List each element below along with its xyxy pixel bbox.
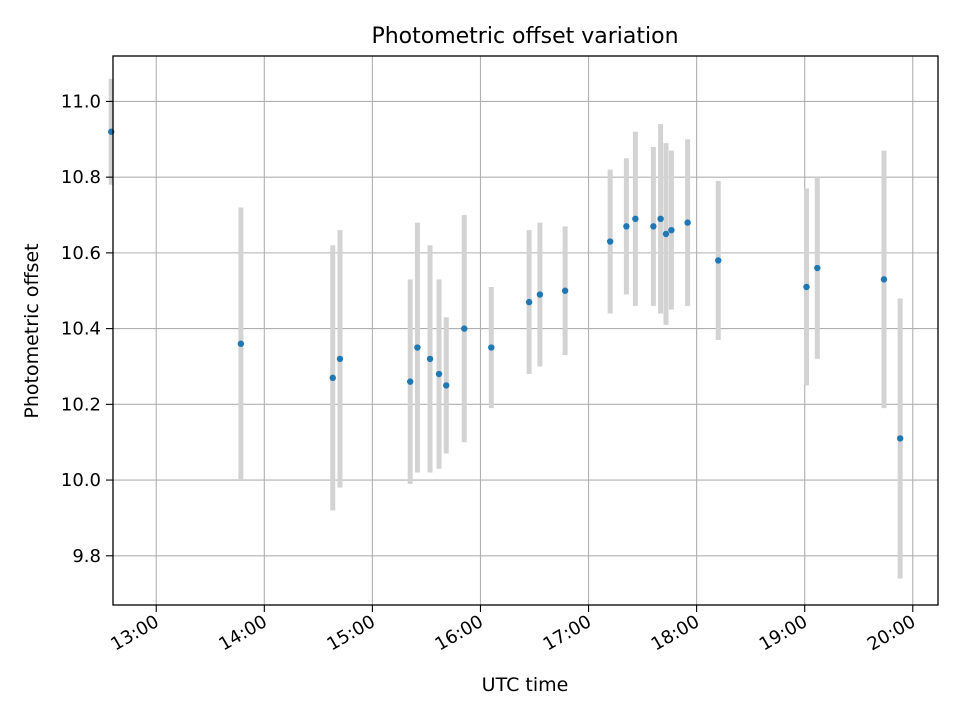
data-point bbox=[426, 355, 434, 363]
data-point bbox=[880, 276, 888, 283]
x-tick-label: 13:00 bbox=[107, 611, 162, 655]
data-point bbox=[329, 374, 336, 382]
x-tick-label: 18:00 bbox=[648, 611, 703, 655]
y-axis-label: Photometric offset bbox=[21, 243, 43, 418]
chart-title: Photometric offset variation bbox=[371, 24, 678, 49]
x-tick-label: 15:00 bbox=[323, 611, 378, 655]
data-point bbox=[435, 370, 443, 378]
data-point bbox=[561, 287, 569, 294]
data-point bbox=[896, 435, 904, 442]
data-point bbox=[488, 344, 495, 351]
grid bbox=[113, 56, 938, 605]
data-points bbox=[107, 128, 904, 442]
y-axis-ticks: 9.8 10.0 10.2 10.4 10.6 10.8 11.0 bbox=[61, 91, 113, 567]
data-point bbox=[461, 325, 468, 332]
data-point bbox=[237, 340, 245, 347]
x-tick-label: 14:00 bbox=[215, 611, 270, 655]
x-tick-label: 17:00 bbox=[540, 611, 595, 655]
plot-frame bbox=[112, 55, 939, 606]
data-point bbox=[525, 298, 533, 306]
data-point bbox=[662, 230, 670, 238]
data-point bbox=[814, 264, 821, 272]
data-point bbox=[407, 378, 414, 385]
x-tick-label: 19:00 bbox=[756, 611, 811, 655]
y-tick-label: 10.2 bbox=[61, 394, 101, 415]
data-point bbox=[623, 223, 630, 230]
data-point bbox=[606, 238, 614, 245]
y-tick-label: 10.0 bbox=[61, 470, 101, 491]
data-point bbox=[684, 219, 691, 226]
data-point bbox=[414, 344, 421, 351]
y-tick-label: 11.0 bbox=[61, 91, 101, 112]
x-axis-ticks: 13:00 14:00 15:00 16:00 17:00 18:00 19:00 20:00 bbox=[107, 605, 919, 655]
data-point bbox=[632, 215, 639, 223]
y-tick-label: 9.8 bbox=[72, 546, 101, 567]
y-tick-label: 10.4 bbox=[61, 319, 101, 340]
data-point bbox=[657, 215, 664, 223]
data-point bbox=[715, 257, 722, 264]
y-tick-label: 10.6 bbox=[61, 243, 101, 264]
x-axis-label: UTC time bbox=[482, 674, 569, 696]
data-point bbox=[443, 382, 450, 389]
x-tick-label: 20:00 bbox=[864, 611, 919, 655]
data-point bbox=[668, 226, 675, 234]
data-point bbox=[803, 283, 810, 291]
x-tick-label: 16:00 bbox=[432, 611, 487, 655]
data-point bbox=[536, 291, 544, 298]
data-point bbox=[650, 223, 657, 230]
data-point bbox=[336, 355, 344, 363]
y-tick-label: 10.8 bbox=[61, 167, 101, 188]
